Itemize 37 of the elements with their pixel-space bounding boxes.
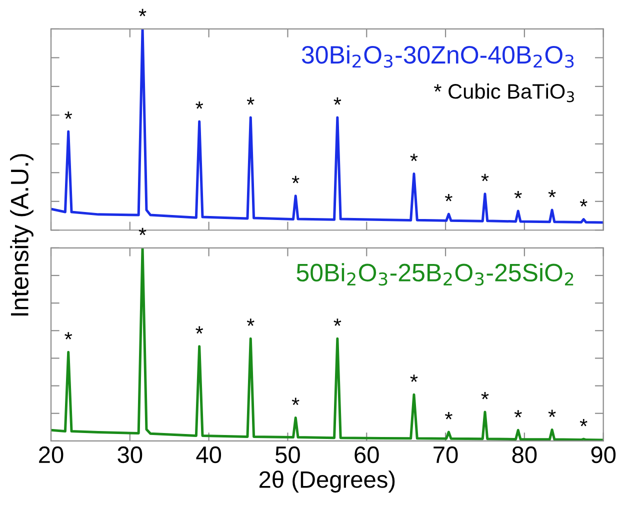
annotation: * — [64, 112, 72, 119]
annotation: * — [410, 154, 418, 162]
annotation: * — [481, 174, 489, 182]
annotation: * — [444, 412, 452, 420]
annotation: * — [138, 8, 146, 16]
x-tick-label: 40 — [196, 446, 222, 464]
x-tick-label: 50 — [276, 446, 300, 464]
text: 50Bi$_{2}$O$_{3}$-25B$_{2}$O$_{3}$-25SiO$_{2}$ — [296, 263, 574, 286]
x-tick-label: 70 — [434, 446, 458, 464]
annotation: * — [481, 392, 489, 400]
annotation: * — [246, 318, 254, 326]
x-tick-label: 60 — [354, 446, 379, 464]
annotation: * — [410, 374, 418, 382]
x-tick-label: 90 — [591, 446, 616, 464]
annotation: * — [334, 97, 342, 105]
annotation: * — [246, 97, 254, 105]
annotation: * — [196, 101, 204, 109]
annotation: * — [292, 398, 300, 406]
annotation: * — [580, 418, 588, 426]
annotation: * — [64, 332, 72, 340]
annotation: * — [334, 318, 342, 326]
annotation: * — [196, 326, 204, 334]
annotation: * — [444, 194, 452, 202]
x-axis-title: 2θ (Degrees) — [259, 470, 395, 493]
annotation: * — [548, 410, 556, 418]
annotation: * — [514, 190, 522, 198]
annotation: * — [548, 190, 556, 198]
annotation: * Cubic BaTiO$_{3}$ — [434, 84, 574, 102]
annotation: * — [138, 228, 146, 236]
y-axis-title: Intensity (A.U.) — [10, 154, 34, 316]
text: 30Bi$_{2}$O$_{3}$-30ZnO-40B$_{2}$O$_{3}$ — [302, 45, 574, 68]
annotation: * — [514, 410, 522, 418]
x-tick-label: 30 — [118, 446, 142, 464]
annotation: * — [292, 176, 300, 184]
annotation: * — [580, 199, 588, 207]
x-tick-label: 20 — [39, 446, 64, 464]
x-tick-label: 80 — [512, 446, 537, 464]
